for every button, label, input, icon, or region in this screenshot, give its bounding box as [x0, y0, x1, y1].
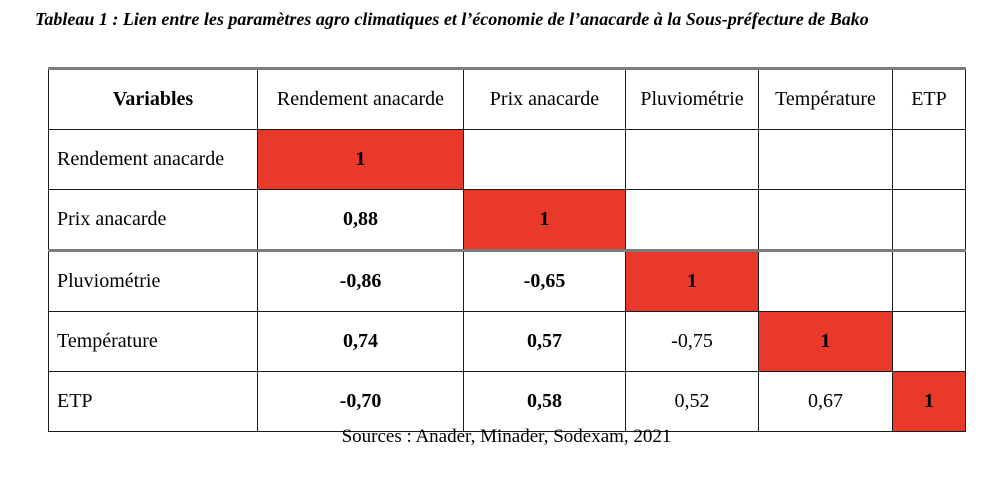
header-cell-pluviometrie: Pluviométrie — [625, 67, 759, 130]
correlation-table: Variables Rendement anacarde Prix anacar… — [48, 67, 966, 432]
diagonal-cell: 1 — [892, 371, 966, 432]
correlation-cell: -0,75 — [625, 311, 759, 372]
row-label: ETP — [48, 371, 258, 432]
header-cell-prix: Prix anacarde — [463, 67, 626, 130]
table-title: Tableau 1 : Lien entre les paramètres ag… — [35, 9, 869, 29]
correlation-cell: 0,74 — [257, 311, 464, 372]
correlation-cell — [892, 129, 966, 190]
diagonal-cell: 1 — [758, 311, 893, 372]
correlation-cell — [892, 189, 966, 251]
correlation-cell — [625, 189, 759, 251]
row-label: Température — [48, 311, 258, 372]
table-row-rendement: Rendement anacarde 1 — [48, 129, 966, 190]
correlation-cell: 0,88 — [257, 189, 464, 251]
row-label: Prix anacarde — [48, 189, 258, 251]
correlation-cell — [463, 129, 626, 190]
diagonal-cell: 1 — [257, 129, 464, 190]
diagonal-cell: 1 — [625, 249, 759, 312]
sources-caption: Sources : Anader, Minader, Sodexam, 2021 — [341, 426, 672, 447]
table-row-temperature: Température 0,74 0,57 -0,75 1 — [48, 311, 966, 372]
correlation-cell — [758, 249, 893, 312]
correlation-cell — [758, 129, 893, 190]
header-cell-etp: ETP — [892, 67, 966, 130]
correlation-cell: 0,58 — [463, 371, 626, 432]
header-cell-temperature: Température — [758, 67, 893, 130]
table-row-etp: ETP -0,70 0,58 0,52 0,67 1 — [48, 371, 966, 432]
correlation-cell: 0,57 — [463, 311, 626, 372]
correlation-cell: -0,70 — [257, 371, 464, 432]
correlation-cell: 0,67 — [758, 371, 893, 432]
correlation-cell — [625, 129, 759, 190]
table-row-prix: Prix anacarde 0,88 1 — [48, 189, 966, 251]
diagonal-cell: 1 — [463, 189, 626, 251]
correlation-cell: -0,86 — [257, 249, 464, 312]
correlation-cell: 0,52 — [625, 371, 759, 432]
row-label: Rendement anacarde — [48, 129, 258, 190]
header-cell-variables: Variables — [48, 67, 258, 130]
correlation-cell — [892, 249, 966, 312]
correlation-cell — [758, 189, 893, 251]
header-cell-rendement: Rendement anacarde — [257, 67, 464, 130]
table-row-pluviometrie: Pluviométrie -0,86 -0,65 1 — [48, 249, 966, 312]
correlation-cell: -0,65 — [463, 249, 626, 312]
row-label: Pluviométrie — [48, 249, 258, 312]
correlation-cell — [892, 311, 966, 372]
header-row: Variables Rendement anacarde Prix anacar… — [48, 67, 966, 130]
